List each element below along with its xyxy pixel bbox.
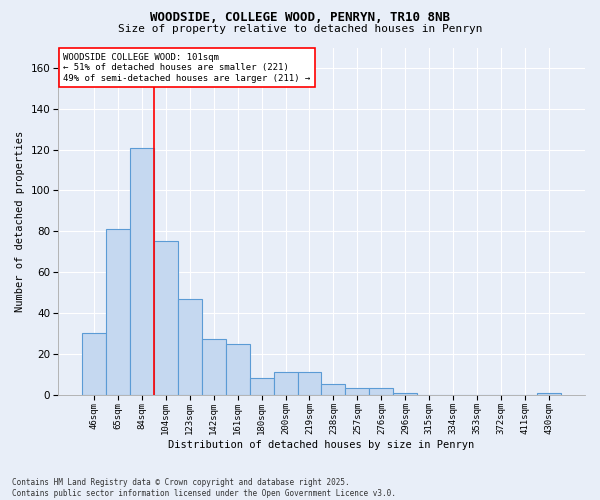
Bar: [226, 344, 250, 394]
Bar: [298, 372, 322, 394]
Y-axis label: Number of detached properties: Number of detached properties: [15, 130, 25, 312]
Bar: [274, 372, 298, 394]
Bar: [82, 334, 106, 394]
Bar: [370, 388, 394, 394]
Bar: [154, 242, 178, 394]
Bar: [130, 148, 154, 394]
X-axis label: Distribution of detached houses by size in Penryn: Distribution of detached houses by size …: [169, 440, 475, 450]
Text: Contains HM Land Registry data © Crown copyright and database right 2025.
Contai: Contains HM Land Registry data © Crown c…: [12, 478, 396, 498]
Bar: [537, 392, 561, 394]
Bar: [322, 384, 346, 394]
Bar: [202, 340, 226, 394]
Text: WOODSIDE COLLEGE WOOD: 101sqm
← 51% of detached houses are smaller (221)
49% of : WOODSIDE COLLEGE WOOD: 101sqm ← 51% of d…: [63, 52, 310, 82]
Text: Size of property relative to detached houses in Penryn: Size of property relative to detached ho…: [118, 24, 482, 34]
Bar: [346, 388, 370, 394]
Bar: [106, 229, 130, 394]
Bar: [250, 378, 274, 394]
Text: WOODSIDE, COLLEGE WOOD, PENRYN, TR10 8NB: WOODSIDE, COLLEGE WOOD, PENRYN, TR10 8NB: [150, 11, 450, 24]
Bar: [178, 298, 202, 394]
Bar: [394, 392, 418, 394]
